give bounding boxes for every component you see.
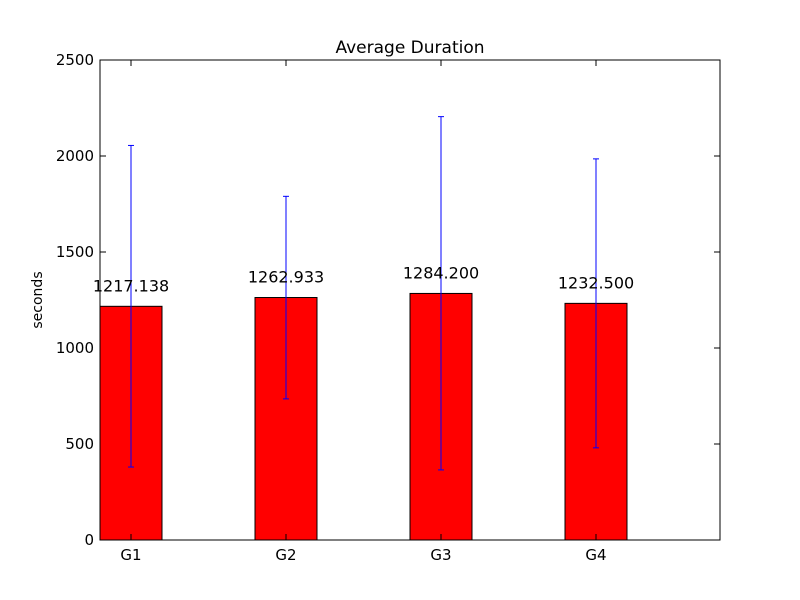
x-tick-label: G2 xyxy=(275,546,296,564)
bar-value-label: 1217.138 xyxy=(93,276,169,295)
y-tick-label: 0 xyxy=(84,531,94,549)
y-tick-label: 2500 xyxy=(56,51,94,69)
bar-value-label: 1262.933 xyxy=(248,268,324,287)
bar-value-label: 1232.500 xyxy=(558,273,634,292)
y-tick-label: 2000 xyxy=(56,147,94,165)
x-tick-label: G1 xyxy=(120,546,141,564)
y-tick-label: 1000 xyxy=(56,339,94,357)
y-axis-label: seconds xyxy=(30,271,46,328)
plot-frame xyxy=(99,59,721,541)
y-tick-label: 1500 xyxy=(56,243,94,261)
bar-value-label: 1284.200 xyxy=(403,263,479,282)
x-tick-label: G4 xyxy=(585,546,606,564)
x-tick-label: G3 xyxy=(430,546,451,564)
y-tick-label: 500 xyxy=(65,435,94,453)
chart-title: Average Duration xyxy=(335,38,484,58)
